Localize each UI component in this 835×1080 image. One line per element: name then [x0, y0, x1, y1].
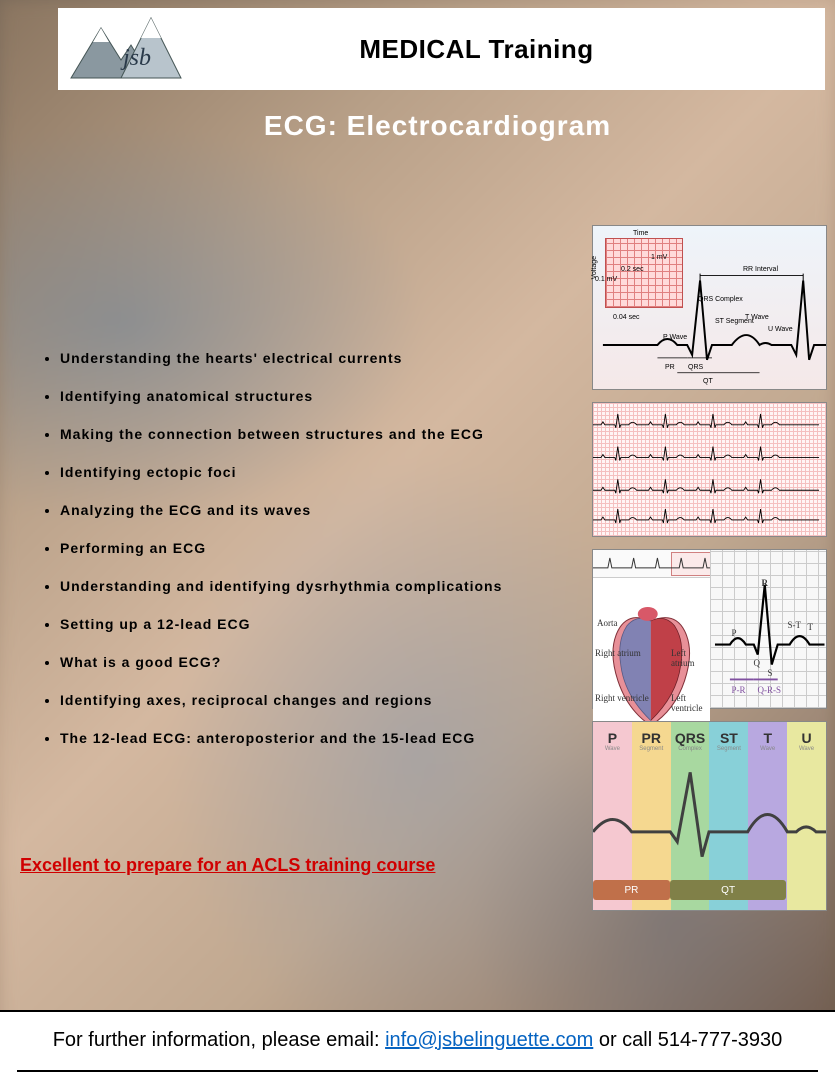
list-item: Performing an ECG: [60, 540, 580, 556]
label-q: Q: [754, 658, 761, 668]
list-item: Understanding the hearts' electrical cur…: [60, 350, 580, 366]
rhythm-strip-diagram: [592, 402, 827, 537]
list-item: Understanding and identifying dysrhythmi…: [60, 578, 580, 594]
logo-text: jsb: [120, 45, 151, 71]
qt-interval-label: QT: [670, 880, 787, 900]
label-pr: P-R: [732, 685, 746, 695]
footer-suffix: or call 514-777-3930: [593, 1029, 782, 1051]
list-item: What is a good ECG?: [60, 654, 580, 670]
list-item: The 12-lead ECG: anteroposterior and the…: [60, 730, 580, 746]
highlight-text: Excellent to prepare for an ACLS trainin…: [20, 855, 435, 876]
list-item: Making the connection between structures…: [60, 426, 580, 442]
label-r: R: [762, 578, 769, 588]
label-t: T: [808, 622, 814, 632]
label-lv: Left ventricle: [671, 693, 710, 713]
list-item: Setting up a 12-lead ECG: [60, 616, 580, 632]
pr-interval-label: PR: [593, 880, 670, 900]
heart-illustration: Aorta Right atrium Right ventricle Left …: [593, 578, 710, 736]
footer: For further information, please email: i…: [0, 1010, 835, 1080]
label-qrs: Q-R-S: [758, 685, 782, 695]
label-st: S-T: [788, 620, 802, 630]
label-rv: Right ventricle: [595, 693, 649, 703]
header-title: MEDICAL Training: [208, 34, 825, 65]
diagram-column: Time Voltage 0.1 mV 0.2 sec 0.04 sec 1 m…: [592, 225, 827, 911]
label-s: S: [768, 668, 773, 678]
label-la: Left atrium: [671, 648, 710, 668]
label-aorta: Aorta: [597, 618, 618, 628]
list-item: Identifying axes, reciprocal changes and…: [60, 692, 580, 708]
logo: jsb: [58, 8, 208, 90]
label-ra: Right atrium: [595, 648, 641, 658]
ecg-segments-diagram: PWave PRSegment QRSComplex STSegment TWa…: [592, 721, 827, 911]
heart-wave: R P Q S T S-T P-R Q-R-S: [710, 550, 827, 708]
page-subtitle: ECG: Electrocardiogram: [0, 110, 835, 142]
topic-list: Understanding the hearts' electrical cur…: [40, 350, 580, 768]
list-item: Identifying anatomical structures: [60, 388, 580, 404]
heart-anatomy-diagram: Aorta Right atrium Right ventricle Left …: [592, 549, 827, 709]
footer-prefix: For further information, please email:: [53, 1029, 385, 1051]
list-item: Identifying ectopic foci: [60, 464, 580, 480]
ecg-wave-diagram: Time Voltage 0.1 mV 0.2 sec 0.04 sec 1 m…: [592, 225, 827, 390]
header-bar: jsb MEDICAL Training: [58, 8, 825, 90]
email-link[interactable]: info@jsbelinguette.com: [385, 1029, 593, 1051]
list-item: Analyzing the ECG and its waves: [60, 502, 580, 518]
label-p: P: [732, 628, 737, 638]
